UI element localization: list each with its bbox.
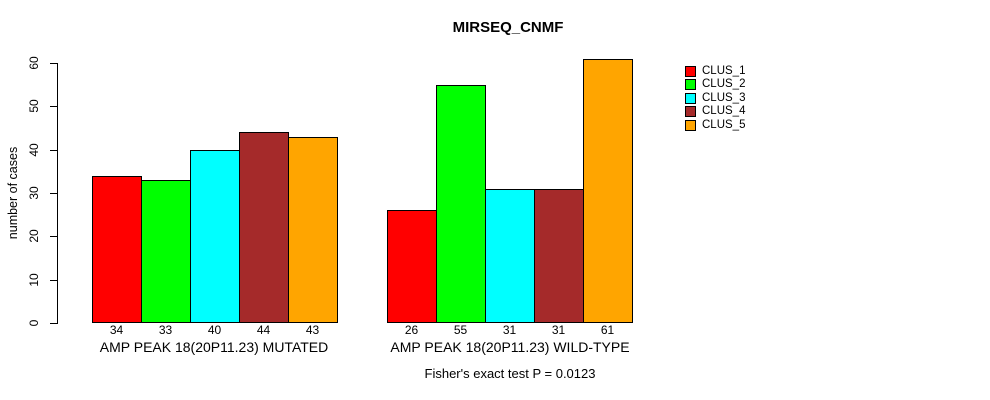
group-label-wildtype: AMP PEAK 18(20P11.23) WILD-TYPE bbox=[390, 339, 630, 355]
legend-label-clus_3: CLUS_3 bbox=[702, 91, 746, 104]
bar-clus_1-group2 bbox=[387, 210, 437, 323]
legend-label-clus_1: CLUS_1 bbox=[702, 65, 746, 77]
y-axis-tick-label: 30 bbox=[27, 186, 41, 200]
bar-clus_5-group1 bbox=[288, 137, 338, 323]
y-axis-tick bbox=[50, 106, 57, 108]
bar-value-label: 33 bbox=[158, 323, 173, 337]
y-axis-line bbox=[57, 63, 58, 324]
bar-clus_5-group2 bbox=[583, 59, 633, 323]
bar-clus_1-group1 bbox=[92, 176, 142, 323]
bar-value-label: 31 bbox=[502, 323, 517, 337]
y-axis-label: number of cases bbox=[5, 146, 20, 240]
y-axis-tick-label: 10 bbox=[27, 272, 41, 287]
bar-clus_3-group2 bbox=[485, 189, 535, 323]
y-axis-tick bbox=[50, 149, 57, 151]
bar-clus_3-group1 bbox=[190, 150, 240, 323]
legend-swatch-clus_4 bbox=[685, 106, 696, 118]
legend-swatch-clus_2 bbox=[685, 79, 696, 91]
bar-value-label: 44 bbox=[256, 323, 271, 337]
bar-value-label: 40 bbox=[207, 323, 222, 337]
legend-label-clus_5: CLUS_5 bbox=[702, 118, 746, 131]
bar-value-label: 31 bbox=[551, 323, 566, 337]
legend-label-clus_2: CLUS_2 bbox=[702, 78, 746, 91]
y-axis-tick bbox=[50, 236, 57, 238]
bar-value-label: 43 bbox=[305, 323, 320, 337]
bar-value-label: 34 bbox=[109, 323, 124, 337]
bar-value-label: 55 bbox=[453, 323, 468, 337]
legend-swatch-clus_3 bbox=[685, 92, 696, 104]
y-axis-tick bbox=[50, 193, 57, 194]
bar-clus_2-group1 bbox=[141, 180, 191, 323]
bar-clus_2-group2 bbox=[436, 85, 486, 323]
y-axis-tick-label: 40 bbox=[27, 142, 41, 157]
y-axis-tick bbox=[50, 279, 57, 281]
y-axis-tick-label: 60 bbox=[27, 56, 41, 70]
bar-value-label: 26 bbox=[404, 323, 419, 337]
y-axis-tick-label: 50 bbox=[27, 99, 41, 114]
group-label-mutated: AMP PEAK 18(20P11.23) MUTATED bbox=[99, 339, 329, 355]
y-axis-tick-label: 20 bbox=[27, 229, 41, 244]
bar-clus_4-group1 bbox=[239, 132, 289, 323]
bar-clus_4-group2 bbox=[534, 189, 584, 323]
y-axis-tick bbox=[50, 63, 57, 64]
legend-swatch-clus_5 bbox=[685, 119, 696, 131]
legend-label-clus_4: CLUS_4 bbox=[702, 105, 746, 118]
y-axis-tick-label: 0 bbox=[27, 319, 41, 327]
y-axis-tick bbox=[50, 323, 57, 324]
chart-title: MIRSEQ_CNMF bbox=[452, 19, 564, 36]
fisher-test-annotation: Fisher's exact test P = 0.0123 bbox=[424, 366, 596, 381]
legend-swatch-clus_1 bbox=[685, 66, 696, 77]
bar-value-label: 61 bbox=[600, 323, 615, 337]
